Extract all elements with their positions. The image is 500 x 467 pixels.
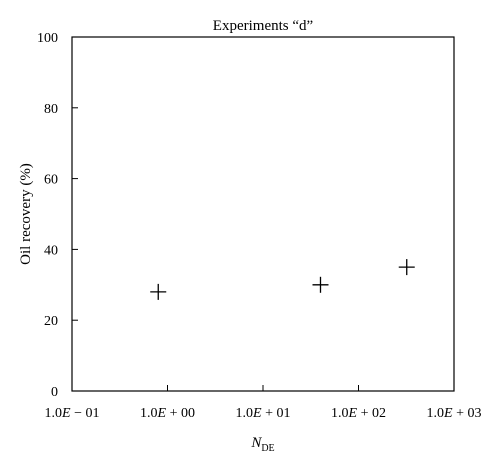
y-tick-label: 60 [44,173,58,188]
x-tick-label-e: E [348,406,358,421]
x-tick-label-exponent: + 02 [357,406,386,421]
x-tick-label: 1.0E + 02 [331,406,386,421]
x-tick-label: 1.0E + 01 [236,406,291,421]
x-tick-label-e: E [443,406,453,421]
data-point-3 [398,259,415,276]
x-tick-label: 1.0E + 03 [427,406,482,421]
x-axis-label-subscript: DE [261,443,274,454]
data-points [150,259,415,300]
x-tick-label-mantissa: 1.0 [236,406,254,421]
x-tick-label: 1.0E − 01 [45,406,100,421]
x-tick-label-exponent: − 01 [71,406,100,421]
x-tick-label-e: E [157,406,167,421]
data-point-1 [150,283,167,300]
x-tick-label-exponent: + 03 [453,406,482,421]
x-tick-label-e: E [252,406,262,421]
x-tick-label-mantissa: 1.0 [331,406,349,421]
x-tick-label: 1.0E + 00 [140,406,195,421]
x-tick-label-mantissa: 1.0 [45,406,63,421]
x-axis-label: NDE [250,435,274,454]
x-tick-label-exponent: + 01 [262,406,291,421]
y-tick-label: 0 [51,385,58,400]
y-tick-label: 100 [37,31,58,46]
y-tick-label: 80 [44,102,58,117]
chart-title: Experiments “d” [213,18,313,34]
data-point-2 [312,276,329,293]
x-tick-label-mantissa: 1.0 [427,406,445,421]
x-axis-label-main: N [250,435,262,451]
y-axis-ticks: 0 20 40 60 80 100 [37,31,78,400]
x-tick-label-exponent: + 00 [166,406,195,421]
y-axis-label: Oil recovery (%) [18,163,34,265]
plot-frame [71,36,455,392]
x-tick-label-e: E [61,406,71,421]
y-tick-label: 40 [44,243,58,258]
y-tick-label: 20 [44,314,58,329]
x-axis-ticks: 1.0E − 01 1.0E + 00 1.0E + 01 1.0E + 02 1.0E… [45,385,482,421]
x-tick-label-mantissa: 1.0 [140,406,158,421]
